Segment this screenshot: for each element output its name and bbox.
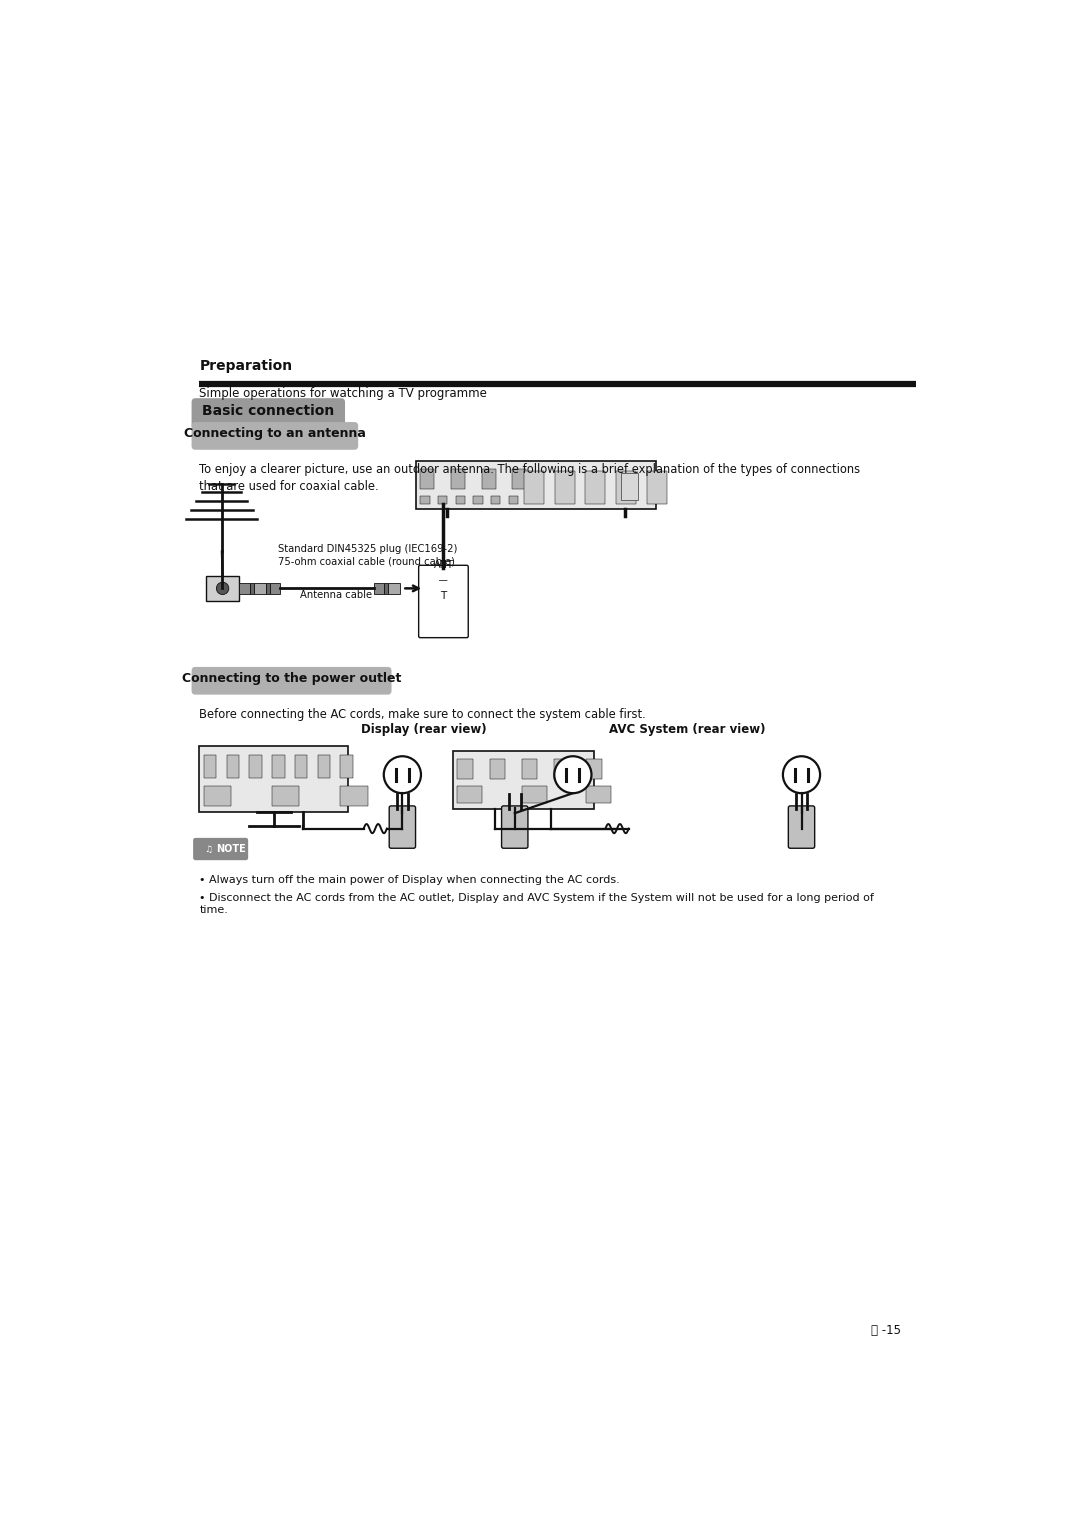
Circle shape	[437, 582, 449, 594]
Bar	[388, 582, 400, 594]
FancyBboxPatch shape	[191, 666, 392, 695]
Bar	[272, 755, 284, 778]
Bar	[522, 759, 537, 779]
Text: Basic connection: Basic connection	[202, 403, 335, 417]
Circle shape	[554, 756, 592, 793]
Bar	[227, 755, 239, 778]
Text: Connecting to an antenna: Connecting to an antenna	[184, 428, 366, 440]
FancyBboxPatch shape	[501, 805, 528, 848]
Text: NOTE: NOTE	[216, 843, 246, 854]
Bar	[451, 469, 464, 489]
Text: T: T	[441, 591, 446, 601]
Bar	[374, 582, 383, 594]
FancyBboxPatch shape	[191, 422, 359, 449]
Bar	[249, 582, 254, 594]
Bar	[554, 759, 569, 779]
Bar	[512, 469, 526, 489]
Bar	[295, 755, 308, 778]
Bar	[647, 471, 666, 504]
Bar	[458, 787, 482, 804]
Bar	[204, 785, 231, 805]
Bar	[270, 582, 280, 594]
Circle shape	[783, 756, 820, 793]
Bar	[458, 759, 473, 779]
Text: To enjoy a clearer picture, use an outdoor antenna. The following is a brief exp: To enjoy a clearer picture, use an outdo…	[200, 463, 861, 494]
Bar	[482, 469, 496, 489]
Bar	[509, 497, 517, 504]
Bar	[586, 759, 602, 779]
Bar	[420, 469, 434, 489]
Bar	[254, 582, 266, 594]
Bar	[420, 497, 430, 504]
Text: Simple operations for watching a TV programme: Simple operations for watching a TV prog…	[200, 388, 487, 400]
Text: Standard DIN45325 plug (IEC169-2)
75-ohm coaxial cable (round cable): Standard DIN45325 plug (IEC169-2) 75-ohm…	[279, 544, 458, 567]
Bar	[200, 746, 348, 811]
Text: ANT: ANT	[433, 561, 454, 570]
Circle shape	[216, 582, 229, 594]
FancyBboxPatch shape	[191, 399, 345, 429]
Bar	[239, 582, 249, 594]
Bar	[437, 497, 447, 504]
Bar	[318, 755, 330, 778]
Bar	[522, 787, 546, 804]
Text: Before connecting the AC cords, make sure to connect the system cable first.: Before connecting the AC cords, make sur…	[200, 709, 646, 721]
Circle shape	[423, 568, 463, 608]
Text: ♫: ♫	[205, 845, 213, 854]
Bar	[555, 471, 575, 504]
Bar	[249, 755, 261, 778]
FancyBboxPatch shape	[788, 805, 814, 848]
Text: Ⓐ -15: Ⓐ -15	[872, 1323, 901, 1337]
Bar	[204, 755, 216, 778]
Bar	[456, 497, 464, 504]
Bar	[206, 576, 239, 601]
Text: ―: ―	[440, 576, 447, 585]
Text: Preparation: Preparation	[200, 359, 293, 373]
Text: AVC System (rear view): AVC System (rear view)	[609, 723, 766, 736]
Bar	[524, 471, 544, 504]
Text: Display (rear view): Display (rear view)	[362, 723, 487, 736]
Bar	[383, 582, 388, 594]
Bar	[272, 785, 299, 805]
Bar	[586, 787, 611, 804]
Bar	[616, 471, 636, 504]
Circle shape	[383, 756, 421, 793]
Text: Connecting to the power outlet: Connecting to the power outlet	[181, 672, 402, 685]
FancyBboxPatch shape	[193, 837, 248, 860]
Bar	[473, 497, 483, 504]
Bar	[340, 785, 367, 805]
Bar	[489, 759, 505, 779]
Bar	[585, 471, 606, 504]
Bar	[453, 750, 594, 808]
Bar	[340, 755, 353, 778]
Bar	[491, 497, 500, 504]
Text: • Disconnect the AC cords from the AC outlet, Display and AVC System if the Syst: • Disconnect the AC cords from the AC ou…	[200, 894, 874, 915]
Bar	[416, 461, 656, 509]
FancyBboxPatch shape	[419, 565, 469, 637]
Bar	[621, 472, 638, 500]
Bar	[266, 582, 270, 594]
Text: • Always turn off the main power of Display when connecting the AC cords.: • Always turn off the main power of Disp…	[200, 876, 620, 885]
Text: Antenna cable: Antenna cable	[300, 590, 373, 601]
FancyBboxPatch shape	[389, 805, 416, 848]
